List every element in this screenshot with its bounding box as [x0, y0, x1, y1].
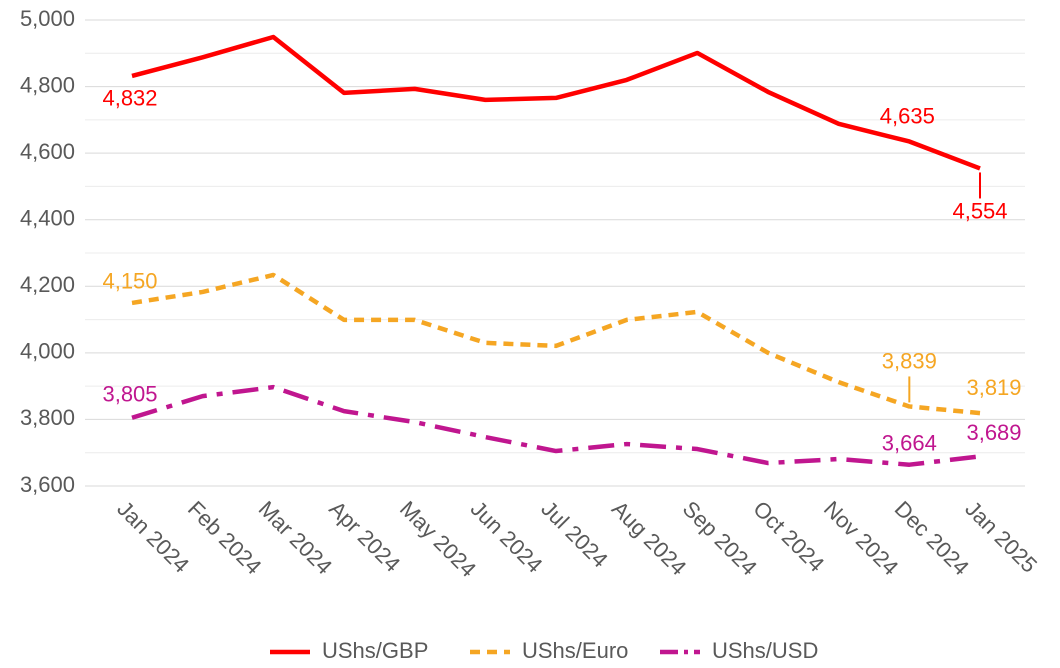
y-tick-label: 3,800 — [20, 405, 75, 430]
x-tick-label: Aug 2024 — [607, 496, 691, 580]
data-label: 3,819 — [966, 375, 1021, 400]
data-label: 3,689 — [966, 420, 1021, 445]
y-tick-label: 4,200 — [20, 272, 75, 297]
x-tick-label: Dec 2024 — [890, 496, 974, 580]
x-tick-label: Oct 2024 — [748, 496, 829, 577]
y-tick-label: 5,000 — [20, 6, 75, 31]
legend-label: UShs/GBP — [322, 638, 428, 663]
legend-label: UShs/USD — [712, 638, 818, 663]
y-tick-label: 4,600 — [20, 139, 75, 164]
x-tick-label: Sep 2024 — [678, 496, 762, 580]
y-tick-label: 4,400 — [20, 206, 75, 231]
x-tick-label: Jan 2024 — [112, 496, 194, 578]
y-tick-label: 4,000 — [20, 339, 75, 364]
y-tick-label: 4,800 — [20, 72, 75, 97]
data-label: 3,839 — [882, 348, 937, 373]
x-tick-label: Jan 2025 — [960, 496, 1042, 578]
data-label: 3,664 — [882, 431, 937, 456]
series-line — [131, 384, 981, 467]
data-label: 4,554 — [952, 198, 1007, 223]
x-tick-label: Feb 2024 — [183, 496, 266, 579]
x-tick-label: May 2024 — [395, 496, 481, 582]
x-tick-label: Jul 2024 — [536, 496, 613, 573]
data-label: 4,150 — [102, 269, 157, 294]
series-line — [131, 34, 981, 171]
data-label: 4,832 — [102, 86, 157, 111]
x-tick-label: Mar 2024 — [254, 496, 337, 579]
x-tick-label: Nov 2024 — [819, 496, 903, 580]
series-line — [131, 272, 981, 416]
data-label: 3,805 — [102, 382, 157, 407]
x-tick-label: Apr 2024 — [324, 496, 405, 577]
data-label: 4,635 — [880, 103, 935, 128]
y-tick-label: 3,600 — [20, 472, 75, 497]
legend-label: UShs/Euro — [522, 638, 628, 663]
